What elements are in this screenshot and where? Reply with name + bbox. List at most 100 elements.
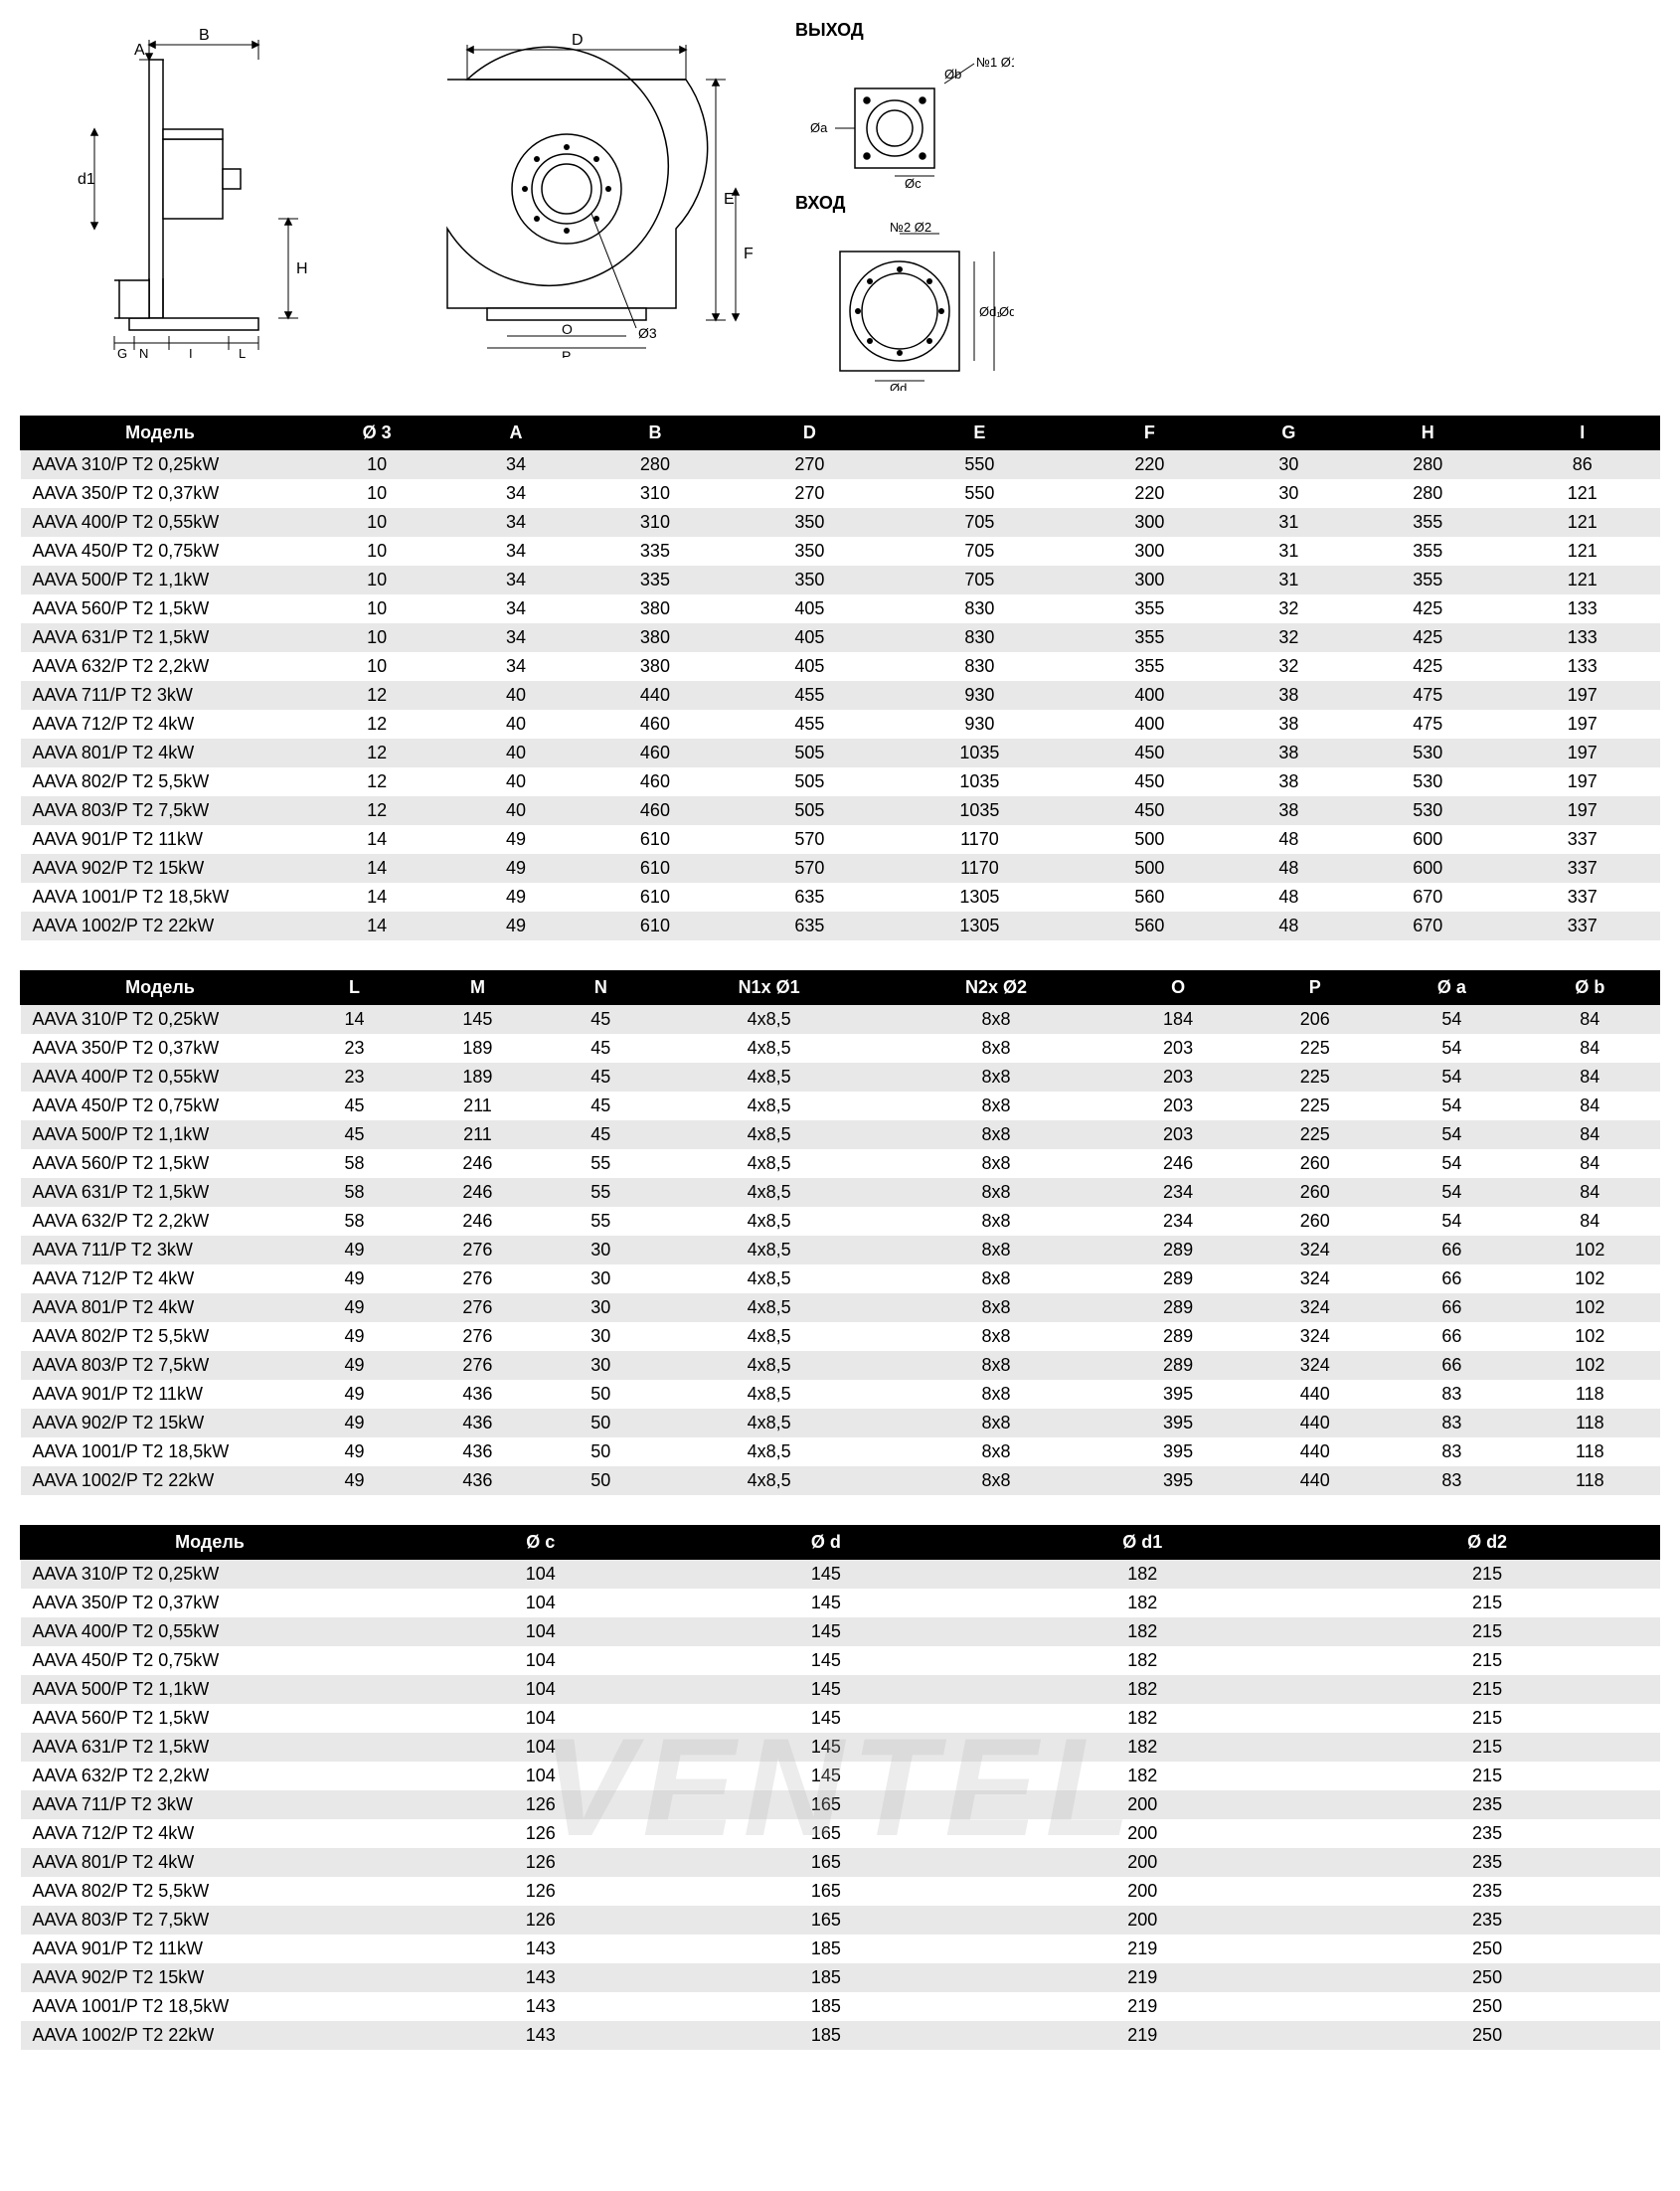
table-row: AAVA 310/P T2 0,25kW14145454x8,58x818420… [21,1005,1660,1035]
table-cell: 49 [454,825,578,854]
table-cell: AAVA 450/P T2 0,75kW [21,537,300,566]
table-cell: 102 [1520,1293,1659,1322]
table-cell: 8x8 [883,1293,1109,1322]
table-cell: AAVA 1002/P T2 22kW [21,1466,300,1495]
table-cell: AAVA 631/P T2 1,5kW [21,1733,400,1762]
table-cell: 570 [733,825,887,854]
table-cell: 49 [300,1264,410,1293]
table-cell: 4x8,5 [655,1236,882,1264]
table-row: AAVA 632/P T2 2,2kW104145182215 [21,1762,1660,1790]
table-cell: 8x8 [883,1437,1109,1466]
table-cell: 165 [682,1790,970,1819]
table-row: AAVA 901/P T2 11kW143185219250 [21,1935,1660,1963]
table-cell: 425 [1351,652,1505,681]
table-cell: 49 [300,1409,410,1437]
table-cell: 4x8,5 [655,1293,882,1322]
table-cell: 118 [1520,1409,1659,1437]
table-cell: 34 [454,566,578,594]
table-cell: 34 [454,479,578,508]
table-cell: 48 [1227,912,1350,940]
table-cell: 104 [400,1560,682,1590]
table-cell: AAVA 560/P T2 1,5kW [21,594,300,623]
table-cell: 380 [578,594,732,623]
table-cell: 670 [1351,912,1505,940]
table-cell: 235 [1315,1877,1660,1906]
dimensions-table-1: МодельØ 3ABDEFGHI AAVA 310/P T2 0,25kW10… [20,416,1660,940]
table-cell: 246 [1109,1149,1247,1178]
technical-diagrams: B A d1 H G N I L M [20,20,1660,396]
table-cell: 830 [887,623,1073,652]
table-row: AAVA 631/P T2 1,5kW103438040583035532425… [21,623,1660,652]
table-cell: 118 [1520,1466,1659,1495]
table-row: AAVA 1002/P T2 22kW144961063513055604867… [21,912,1660,940]
column-header: H [1351,417,1505,450]
table-row: AAVA 902/P T2 15kW1449610570117050048600… [21,854,1660,883]
table-cell: 49 [300,1466,410,1495]
table-cell: 104 [400,1762,682,1790]
table-cell: 126 [400,1877,682,1906]
table-cell: 10 [300,594,454,623]
table-cell: 4x8,5 [655,1466,882,1495]
table-row: AAVA 711/P T2 3kW126165200235 [21,1790,1660,1819]
column-header: Модель [21,971,300,1005]
table-cell: 49 [454,912,578,940]
table-cell: 10 [300,537,454,566]
table-cell: 104 [400,1675,682,1704]
table-cell: 211 [410,1120,547,1149]
table-row: AAVA 500/P T2 1,1kW103433535070530031355… [21,566,1660,594]
table-cell: 440 [1247,1466,1384,1495]
table-cell: 38 [1227,681,1350,710]
table-cell: 34 [454,508,578,537]
table-cell: 289 [1109,1351,1247,1380]
table-row: AAVA 1001/P T2 18,5kW143185219250 [21,1992,1660,2021]
table-cell: 246 [410,1207,547,1236]
table-cell: 246 [410,1149,547,1178]
table-cell: 145 [682,1762,970,1790]
table-cell: 30 [546,1351,655,1380]
table-cell: 31 [1227,537,1350,566]
table-cell: 38 [1227,767,1350,796]
table-cell: 203 [1109,1034,1247,1063]
table-cell: 50 [546,1380,655,1409]
table-cell: AAVA 350/P T2 0,37kW [21,1034,300,1063]
column-header: Модель [21,417,300,450]
table-cell: 350 [733,508,887,537]
column-header: E [887,417,1073,450]
table-cell: AAVA 902/P T2 15kW [21,1963,400,1992]
table-cell: 276 [410,1322,547,1351]
table-cell: 280 [1351,450,1505,480]
table-cell: 34 [454,623,578,652]
table-cell: 337 [1505,883,1660,912]
table-cell: 440 [1247,1437,1384,1466]
column-header: Ø d1 [970,1526,1315,1560]
table-cell: 30 [546,1322,655,1351]
table-cell: 310 [578,508,732,537]
table-cell: 84 [1520,1149,1659,1178]
dim-d1-label: d1 [78,171,95,188]
table-cell: 84 [1520,1034,1659,1063]
side-view-diagram: B A d1 H G N I L M [20,20,338,363]
table-cell: AAVA 310/P T2 0,25kW [21,450,300,480]
table-cell: 165 [682,1877,970,1906]
table-cell: 54 [1384,1207,1521,1236]
table-row: AAVA 801/P T2 4kW12404605051035450385301… [21,739,1660,767]
dim-h-label: H [296,260,308,277]
table-cell: 38 [1227,739,1350,767]
table-cell: 8x8 [883,1264,1109,1293]
dim-d-label: D [572,32,584,49]
table-cell: 355 [1073,623,1227,652]
table-row: AAVA 350/P T2 0,37kW10343102705502203028… [21,479,1660,508]
table-cell: 45 [546,1120,655,1149]
table-cell: AAVA 1001/P T2 18,5kW [21,883,300,912]
table-cell: AAVA 500/P T2 1,1kW [21,1675,400,1704]
table-cell: 145 [682,1675,970,1704]
table-row: AAVA 901/P T2 11kW1449610570117050048600… [21,825,1660,854]
column-header: A [454,417,578,450]
table-cell: 215 [1315,1704,1660,1733]
dim-a-label: A [134,42,145,59]
table-row: AAVA 500/P T2 1,1kW104145182215 [21,1675,1660,1704]
table-cell: 40 [454,739,578,767]
table-cell: 455 [733,710,887,739]
table-cell: AAVA 450/P T2 0,75kW [21,1646,400,1675]
column-header: G [1227,417,1350,450]
